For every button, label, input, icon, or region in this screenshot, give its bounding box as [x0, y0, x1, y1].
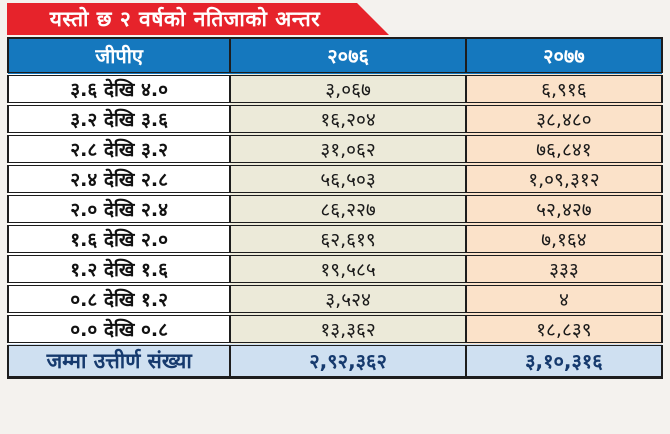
table-row: १.२ देखि १.६ १९,५८५ ३३३: [6, 252, 664, 286]
results-table: जीपीए २०७६ २०७७ ३.६ देखि ४.० ३,०६७ ६,९१६…: [6, 37, 664, 379]
table-row: २.० देखि २.४ ८६,२२७ ५२,४२७: [6, 192, 664, 226]
value-2076-cell: ३,५२४: [229, 282, 467, 316]
value-2076-cell: ३,०६७: [229, 72, 467, 106]
table-row: ०.० देखि ०.८ १३,३६२ १८,८३९: [6, 312, 664, 346]
total-label-cell: जम्मा उत्तीर्ण संख्या: [6, 342, 232, 379]
table-row: ०.८ देखि १.२ ३,५२४ ४: [6, 282, 664, 316]
gpa-range-cell: २.८ देखि ३.२: [6, 132, 232, 166]
table-row: ३.६ देखि ४.० ३,०६७ ६,९१६: [6, 72, 664, 106]
title-banner: यस्तो छ २ वर्षको नतिजाको अन्तर: [7, 3, 389, 35]
page-title: यस्तो छ २ वर्षको नतिजाको अन्तर: [49, 7, 321, 31]
value-2076-cell: ८६,२२७: [229, 192, 467, 226]
gpa-range-cell: २.४ देखि २.८: [6, 162, 232, 196]
value-2077-cell: ४: [464, 282, 664, 316]
gpa-range-cell: ३.२ देखि ३.६: [6, 102, 232, 136]
column-header-2076: २०७६: [229, 37, 467, 76]
table-row: १.६ देखि २.० ६२,६१९ ७,१६४: [6, 222, 664, 256]
value-2077-cell: ५२,४२७: [464, 192, 664, 226]
value-2077-cell: ७,१६४: [464, 222, 664, 256]
header-row: जीपीए २०७६ २०७७: [6, 37, 664, 76]
value-2076-cell: ५६,५०३: [229, 162, 467, 196]
gpa-range-cell: ०.० देखि ०.८: [6, 312, 232, 346]
total-row: जम्मा उत्तीर्ण संख्या २,९२,३६२ ३,१०,३१६: [6, 342, 664, 379]
value-2077-cell: १८,८३९: [464, 312, 664, 346]
gpa-range-cell: २.० देखि २.४: [6, 192, 232, 226]
column-header-2077: २०७७: [464, 37, 664, 76]
value-2076-cell: १९,५८५: [229, 252, 467, 286]
value-2076-cell: ६२,६१९: [229, 222, 467, 256]
table-row: ३.२ देखि ३.६ १६,२०४ ३८,४८०: [6, 102, 664, 136]
table-row: २.४ देखि २.८ ५६,५०३ १,०९,३१२: [6, 162, 664, 196]
gpa-range-cell: १.६ देखि २.०: [6, 222, 232, 256]
value-2077-cell: ६,९१६: [464, 72, 664, 106]
value-2076-cell: ३१,०६२: [229, 132, 467, 166]
value-2076-cell: १३,३६२: [229, 312, 467, 346]
total-2077-cell: ३,१०,३१६: [464, 342, 664, 379]
gpa-range-cell: ३.६ देखि ४.०: [6, 72, 232, 106]
value-2077-cell: ७६,८४१: [464, 132, 664, 166]
value-2077-cell: ३८,४८०: [464, 102, 664, 136]
column-header-gpa: जीपीए: [6, 37, 232, 76]
gpa-range-cell: १.२ देखि १.६: [6, 252, 232, 286]
total-2076-cell: २,९२,३६२: [229, 342, 467, 379]
value-2077-cell: ३३३: [464, 252, 664, 286]
table-row: २.८ देखि ३.२ ३१,०६२ ७६,८४१: [6, 132, 664, 166]
value-2077-cell: १,०९,३१२: [464, 162, 664, 196]
gpa-range-cell: ०.८ देखि १.२: [6, 282, 232, 316]
value-2076-cell: १६,२०४: [229, 102, 467, 136]
